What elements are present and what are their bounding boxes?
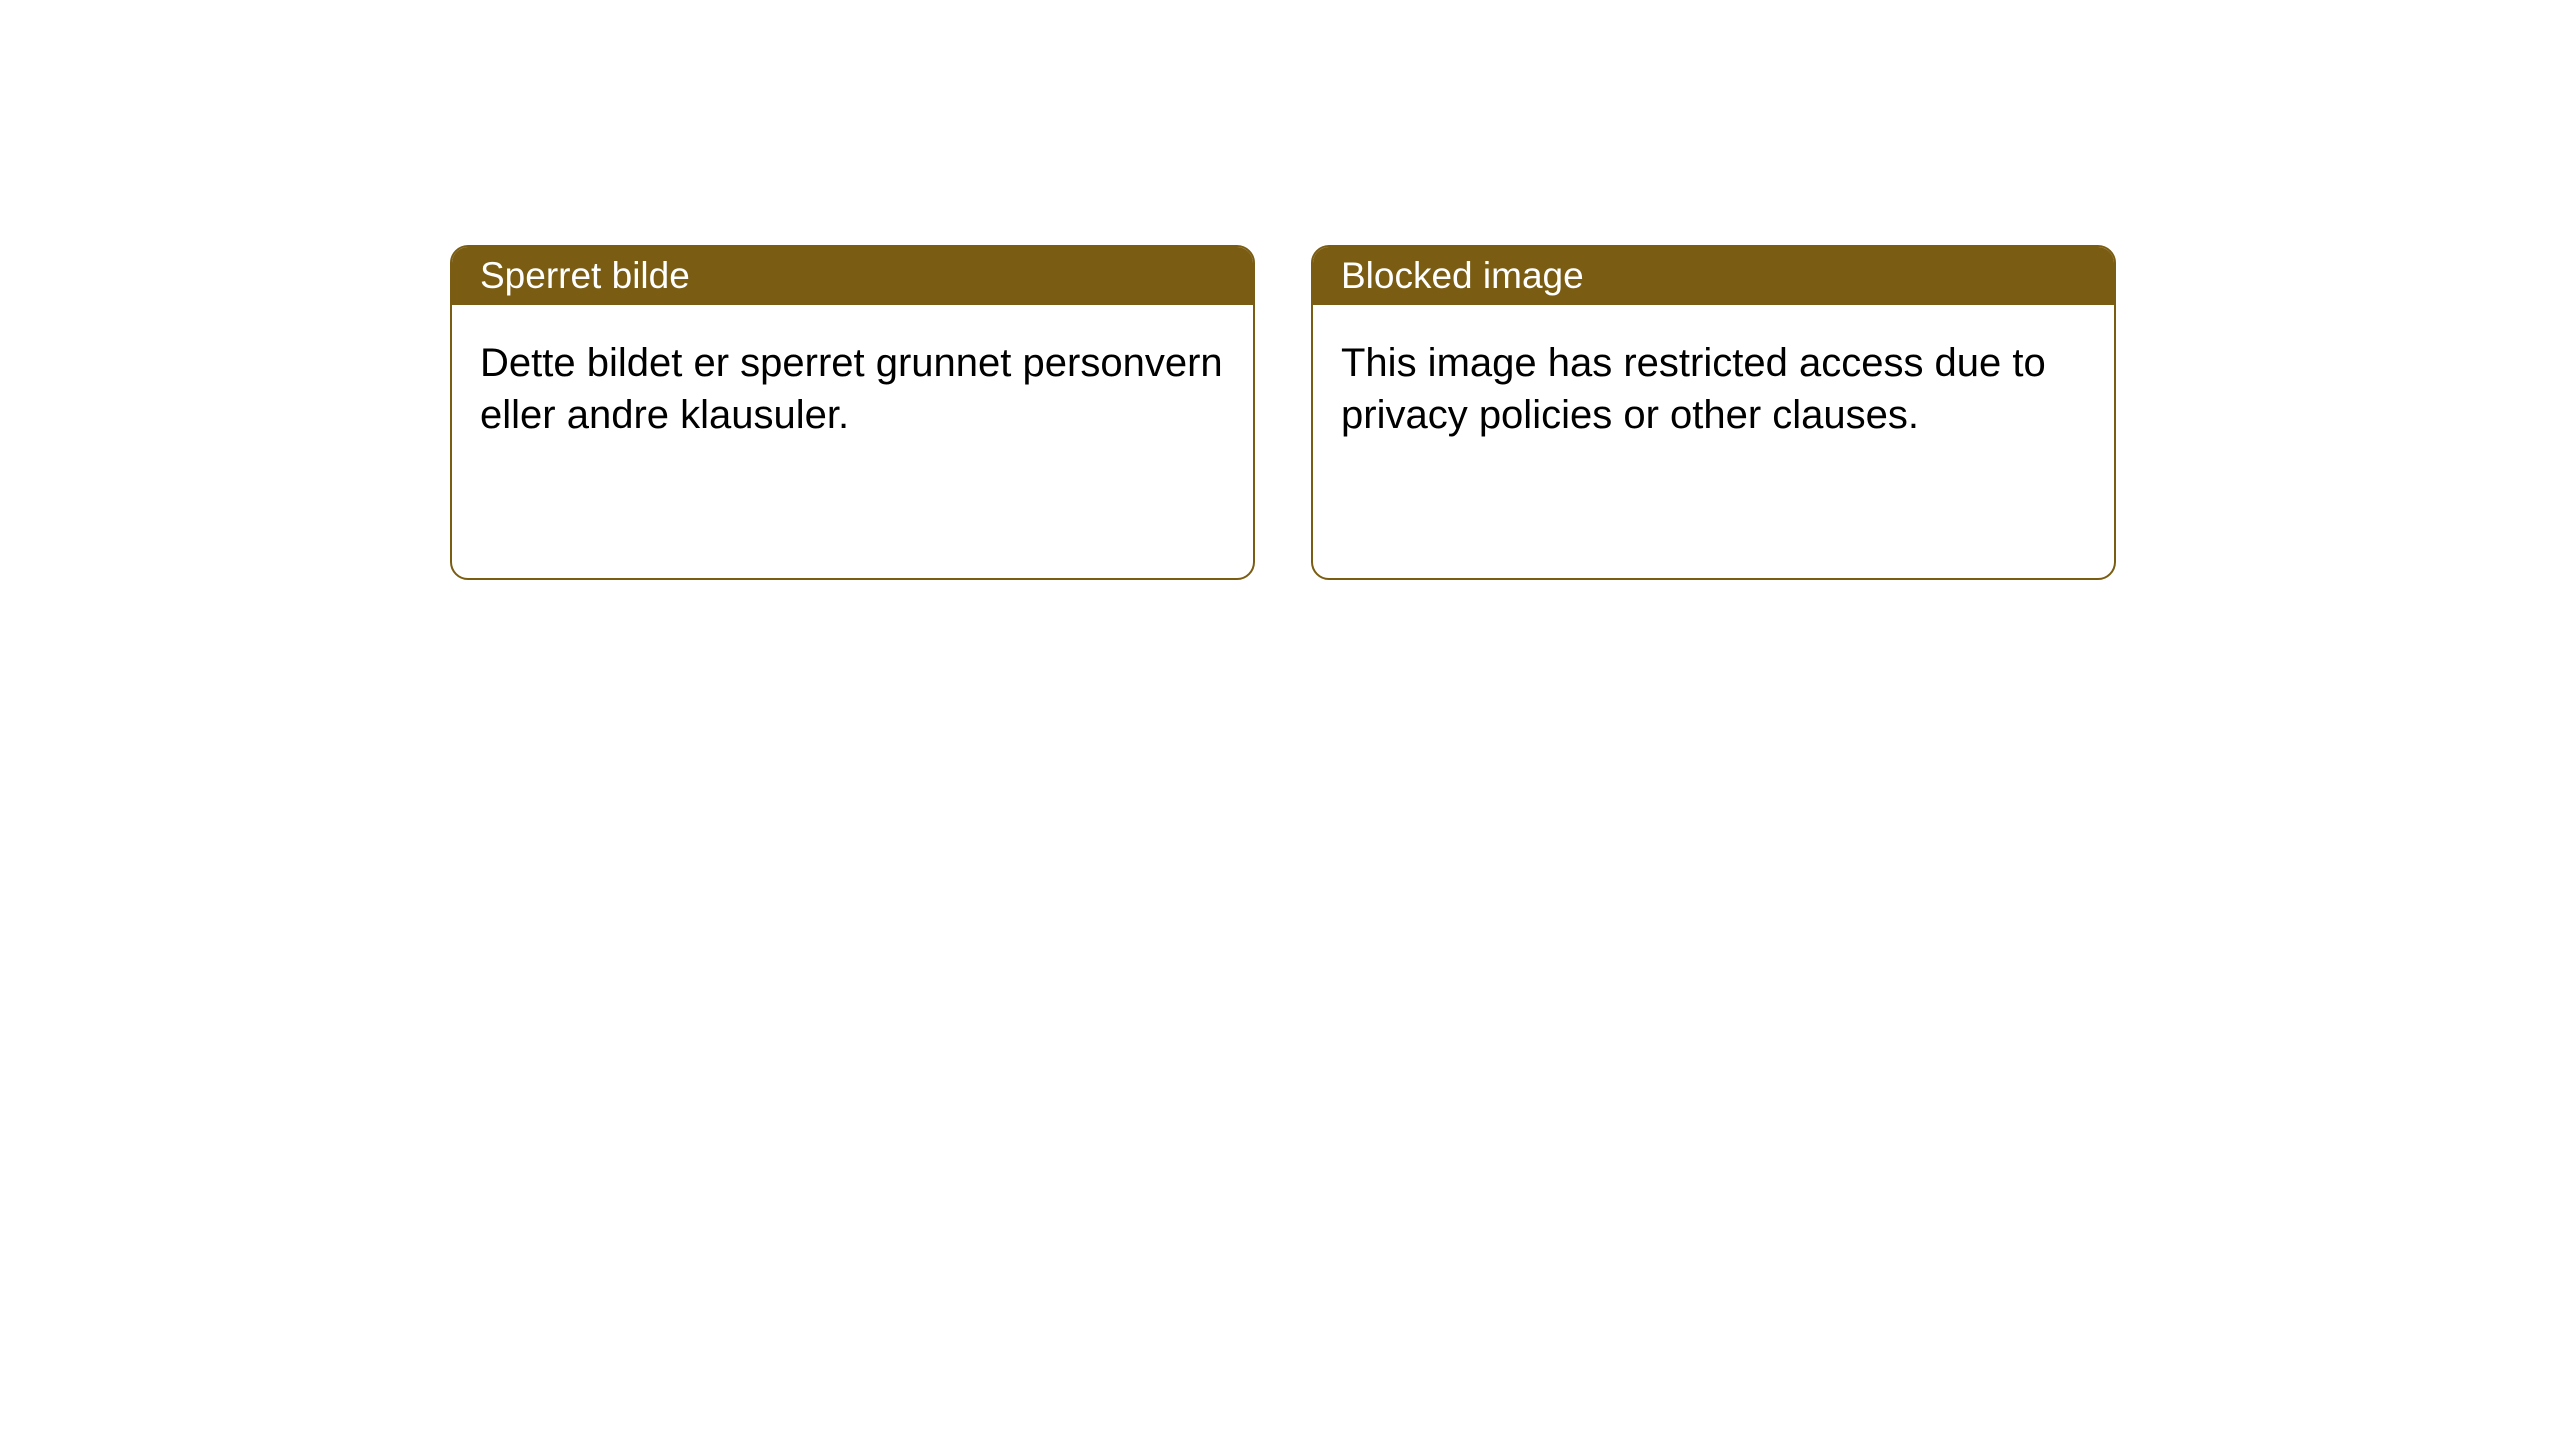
card-title-norwegian: Sperret bilde <box>452 247 1253 305</box>
card-title-english: Blocked image <box>1313 247 2114 305</box>
card-message-english: This image has restricted access due to … <box>1313 305 2114 473</box>
blocked-image-card-norwegian: Sperret bilde Dette bildet er sperret gr… <box>450 245 1255 580</box>
blocked-image-card-english: Blocked image This image has restricted … <box>1311 245 2116 580</box>
card-message-norwegian: Dette bildet er sperret grunnet personve… <box>452 305 1253 473</box>
notice-container: Sperret bilde Dette bildet er sperret gr… <box>0 0 2560 580</box>
